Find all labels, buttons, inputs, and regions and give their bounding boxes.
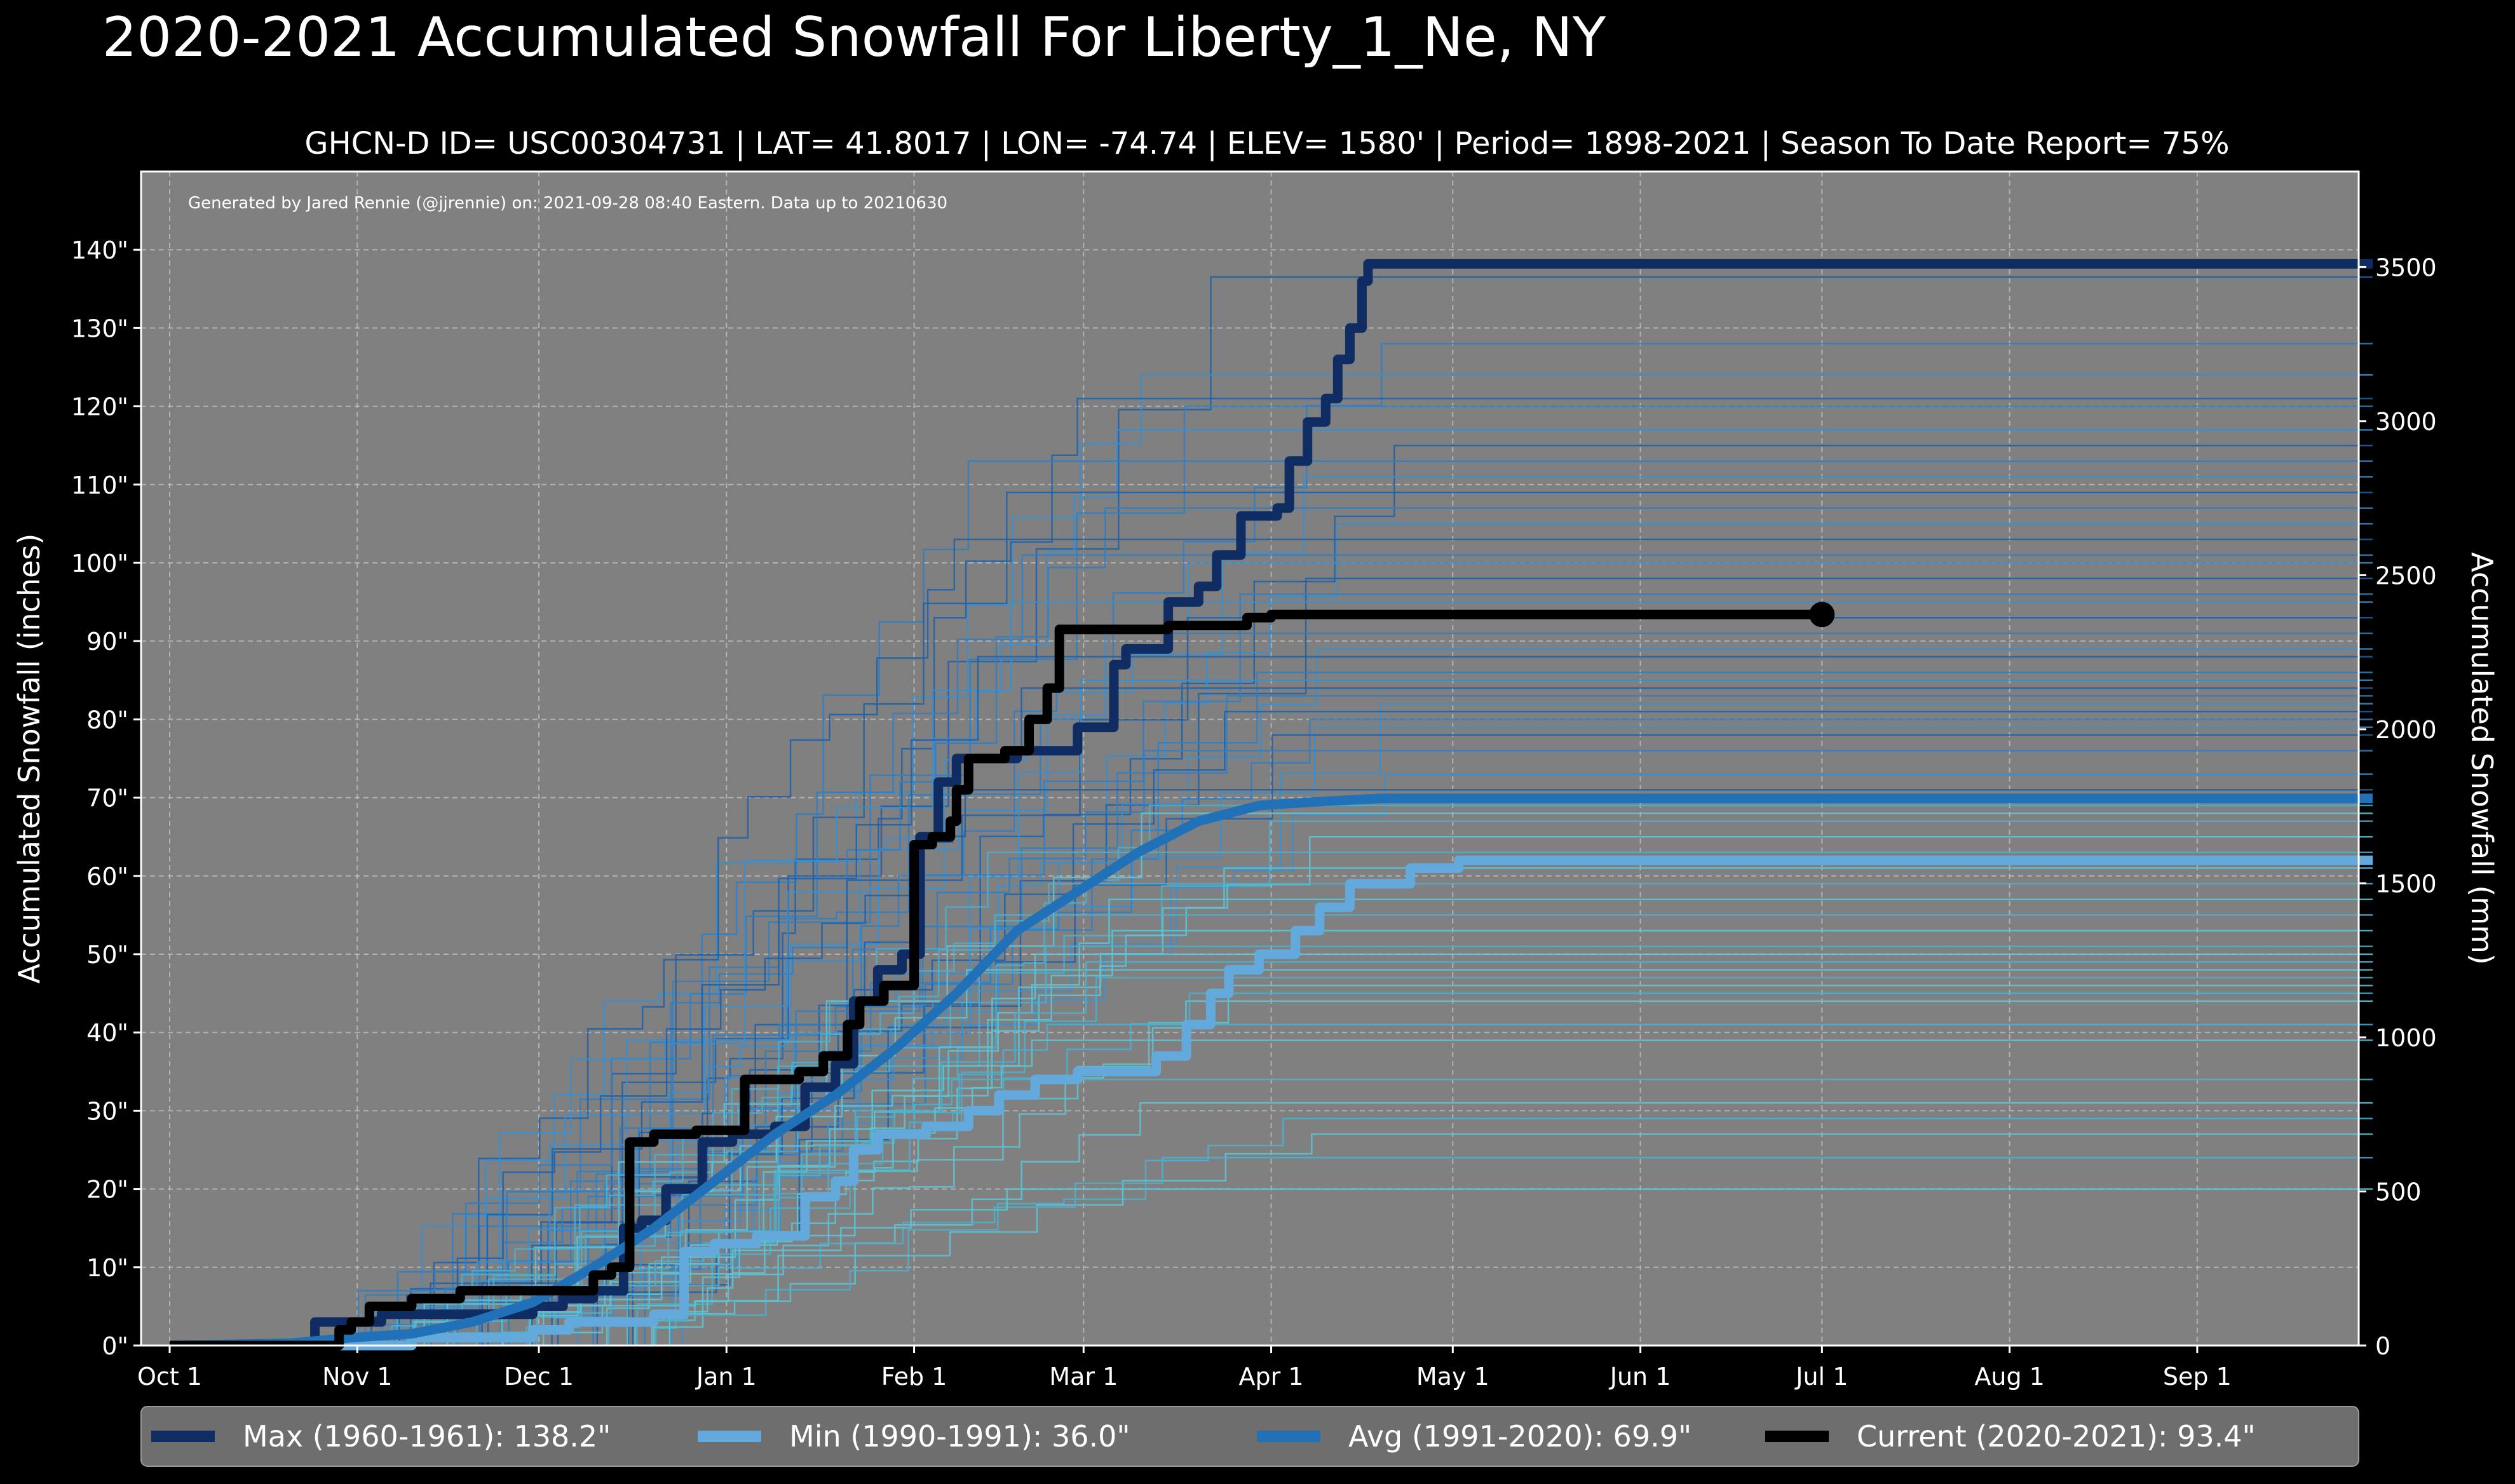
legend-label-avg: Avg (1991-2020): 69.9" (1348, 1419, 1691, 1454)
y-tick-label: 120" (71, 393, 128, 421)
y2-tick-label: 3500 (2375, 253, 2437, 281)
y2-tick-label: 1000 (2375, 1024, 2437, 1052)
y-tick-label: 50" (86, 941, 128, 969)
historical-season-line (170, 1023, 2373, 1347)
y2-tick-label: 3000 (2375, 408, 2437, 436)
y-tick-label: 60" (86, 863, 128, 891)
y2-tick-label: 2500 (2375, 562, 2437, 590)
legend-label-min: Min (1990-1991): 36.0" (789, 1419, 1130, 1454)
historical-season-line (170, 992, 2373, 1347)
x-axis: Oct 1 Nov 1 Dec 1 Jan 1 Feb 1 Mar 1 Apr 1 May 1… (137, 1346, 2232, 1391)
x-tick-label: Aug 1 (1974, 1363, 2044, 1391)
historical-season-line (170, 593, 2373, 1347)
x-tick-label: Oct 1 (137, 1363, 202, 1391)
y-tick-label: 0" (102, 1332, 128, 1360)
historical-season-line (170, 405, 2373, 1347)
y-tick-label: 90" (86, 628, 128, 656)
y-tick-label: 110" (71, 471, 128, 499)
max-series-line (170, 259, 2373, 1351)
y-tick-label: 140" (71, 236, 128, 264)
historical-season-line (170, 953, 2373, 1347)
chart-subtitle: GHCN-D ID= USC00304731 | LAT= 41.8017 | … (304, 126, 2229, 161)
x-tick-label: May 1 (1416, 1363, 1489, 1391)
historical-season-line (170, 562, 2373, 1347)
legend: Max (1960-1961): 138.2" Min (1990-1991): … (151, 1419, 2256, 1454)
y-tick-label: 40" (86, 1019, 128, 1047)
x-tick-label: Dec 1 (504, 1363, 574, 1391)
y2-tick-label: 1500 (2375, 870, 2437, 898)
current-series-line (170, 609, 1822, 1351)
plot-area (140, 170, 2360, 1347)
historical-season-line (170, 374, 2373, 1347)
historical-season-line (170, 734, 2373, 1347)
historical-season-line (170, 1117, 2373, 1347)
x-tick-label: Jun 1 (1609, 1363, 1671, 1391)
current-end-marker (1809, 602, 1835, 628)
y2-axis-label: Accumulated Snowfall (mm) (2465, 552, 2499, 965)
y-tick-label: 80" (86, 706, 128, 734)
y-tick-label: 130" (71, 314, 128, 342)
credit-text: Generated by Jared Rennie (@jjrennie) on… (188, 194, 947, 213)
historical-season-line (170, 1000, 2373, 1347)
chart-title: 2020-2021 Accumulated Snowfall For Liber… (102, 6, 1606, 69)
x-tick-label: Sep 1 (2163, 1363, 2232, 1391)
y2-tick-label: 500 (2375, 1178, 2422, 1206)
legend-label-current: Current (2020-2021): 93.4" (1857, 1419, 2256, 1454)
plot-frame (140, 170, 2360, 1347)
gridlines (141, 172, 2359, 1346)
y2-tick-label: 2000 (2375, 716, 2437, 744)
y-tick-label: 30" (86, 1097, 128, 1125)
historical-season-line (170, 656, 2373, 1347)
historical-season-line (170, 812, 2373, 1347)
x-tick-label: Apr 1 (1239, 1363, 1304, 1391)
legend-box (140, 1406, 2359, 1467)
historical-season-line (170, 1188, 2373, 1347)
x-tick-label: Jul 1 (1794, 1363, 1848, 1391)
min-series-line (170, 855, 2373, 1351)
legend-label-max: Max (1960-1961): 138.2" (243, 1419, 611, 1454)
historical-season-line (170, 507, 2373, 1347)
y-axis-right: 0 500 1000 1500 2000 2500 3000 3500 (2359, 253, 2437, 1360)
historical-season-line (170, 616, 2373, 1347)
historical-season-line (170, 538, 2373, 1347)
x-tick-label: Feb 1 (881, 1363, 947, 1391)
historical-season-line (170, 398, 2373, 1347)
avg-series-line (169, 793, 2373, 1351)
y-tick-label: 100" (71, 550, 128, 577)
historical-season-line (170, 773, 2373, 1347)
highlighted-series (169, 259, 2373, 1351)
y2-tick-label: 0 (2375, 1332, 2390, 1360)
y-tick-label: 20" (86, 1176, 128, 1204)
historical-season-line (170, 276, 2373, 1347)
x-tick-label: Mar 1 (1049, 1363, 1118, 1391)
y-tick-label: 70" (86, 785, 128, 813)
x-tick-label: Nov 1 (322, 1363, 392, 1391)
y-axis-left: 0" 10" 20" 30" 40" 50" 60" 70" 80" 90" 100" 110" 120… (71, 236, 141, 1360)
y-axis-label: Accumulated Snowfall (inches) (12, 534, 46, 984)
y-tick-label: 10" (86, 1254, 128, 1282)
x-tick-label: Jan 1 (695, 1363, 757, 1391)
